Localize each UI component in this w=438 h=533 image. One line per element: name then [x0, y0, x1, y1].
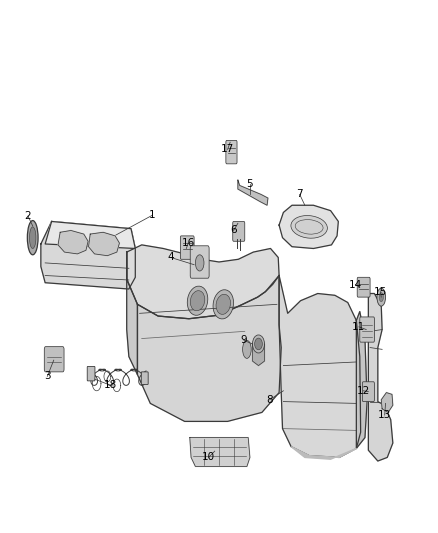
Text: 17: 17 [221, 144, 234, 155]
Polygon shape [127, 252, 138, 375]
Ellipse shape [291, 215, 327, 238]
Polygon shape [381, 393, 393, 413]
Text: 3: 3 [44, 372, 51, 382]
Text: 2: 2 [25, 211, 31, 221]
FancyBboxPatch shape [190, 246, 209, 278]
FancyBboxPatch shape [44, 346, 64, 372]
FancyBboxPatch shape [233, 222, 245, 241]
Text: 12: 12 [357, 386, 370, 396]
Polygon shape [127, 245, 279, 319]
FancyBboxPatch shape [87, 367, 95, 381]
Text: 18: 18 [104, 381, 117, 390]
Polygon shape [138, 276, 281, 422]
FancyBboxPatch shape [360, 317, 374, 342]
Text: 11: 11 [352, 322, 366, 332]
Text: 15: 15 [374, 287, 387, 297]
Text: 14: 14 [349, 279, 362, 289]
Text: 9: 9 [240, 335, 247, 345]
Text: 13: 13 [378, 410, 391, 420]
Text: 16: 16 [181, 238, 195, 248]
FancyBboxPatch shape [180, 236, 194, 259]
Polygon shape [58, 230, 88, 254]
Polygon shape [190, 438, 250, 466]
Text: 1: 1 [149, 210, 156, 220]
Polygon shape [88, 232, 120, 256]
Circle shape [379, 293, 383, 302]
Polygon shape [291, 447, 357, 459]
Circle shape [377, 288, 385, 306]
Ellipse shape [187, 286, 208, 316]
Polygon shape [368, 294, 393, 461]
Polygon shape [357, 311, 367, 448]
Polygon shape [238, 180, 268, 205]
FancyBboxPatch shape [141, 372, 148, 384]
Text: 4: 4 [168, 253, 174, 262]
Text: 5: 5 [247, 179, 253, 189]
Ellipse shape [29, 227, 36, 248]
FancyBboxPatch shape [357, 277, 370, 297]
Polygon shape [45, 222, 135, 248]
Polygon shape [41, 222, 135, 289]
Ellipse shape [252, 335, 265, 353]
Text: 8: 8 [266, 395, 273, 405]
Text: 10: 10 [202, 453, 215, 463]
Text: 7: 7 [297, 189, 303, 199]
Ellipse shape [190, 290, 205, 311]
FancyBboxPatch shape [226, 140, 237, 164]
Ellipse shape [216, 294, 230, 314]
FancyBboxPatch shape [362, 382, 374, 401]
Polygon shape [279, 205, 338, 248]
Text: 6: 6 [230, 225, 237, 236]
Ellipse shape [27, 221, 38, 255]
Ellipse shape [195, 255, 204, 271]
Polygon shape [252, 344, 265, 366]
Circle shape [243, 341, 251, 358]
Ellipse shape [213, 290, 233, 319]
Ellipse shape [254, 338, 262, 350]
Polygon shape [279, 276, 360, 457]
